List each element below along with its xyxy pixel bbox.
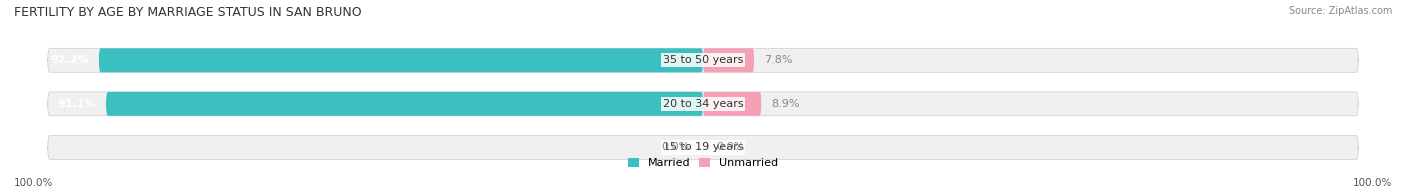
Text: 7.8%: 7.8% bbox=[763, 55, 793, 65]
FancyBboxPatch shape bbox=[703, 48, 754, 72]
FancyBboxPatch shape bbox=[48, 135, 1358, 159]
FancyBboxPatch shape bbox=[105, 92, 703, 116]
Legend: Married, Unmarried: Married, Unmarried bbox=[626, 155, 780, 170]
Text: 15 to 19 years: 15 to 19 years bbox=[662, 142, 744, 152]
Text: Source: ZipAtlas.com: Source: ZipAtlas.com bbox=[1288, 6, 1392, 16]
FancyBboxPatch shape bbox=[98, 48, 703, 72]
Text: 92.2%: 92.2% bbox=[51, 55, 89, 65]
Text: 91.1%: 91.1% bbox=[58, 99, 96, 109]
Text: 100.0%: 100.0% bbox=[14, 178, 53, 188]
Text: 20 to 34 years: 20 to 34 years bbox=[662, 99, 744, 109]
FancyBboxPatch shape bbox=[703, 92, 761, 116]
Text: 8.9%: 8.9% bbox=[770, 99, 800, 109]
Text: FERTILITY BY AGE BY MARRIAGE STATUS IN SAN BRUNO: FERTILITY BY AGE BY MARRIAGE STATUS IN S… bbox=[14, 6, 361, 19]
FancyBboxPatch shape bbox=[48, 92, 1358, 116]
Text: 35 to 50 years: 35 to 50 years bbox=[662, 55, 744, 65]
Text: 0.0%: 0.0% bbox=[662, 142, 690, 152]
Text: 100.0%: 100.0% bbox=[1353, 178, 1392, 188]
FancyBboxPatch shape bbox=[48, 48, 1358, 72]
Text: 0.0%: 0.0% bbox=[716, 142, 744, 152]
